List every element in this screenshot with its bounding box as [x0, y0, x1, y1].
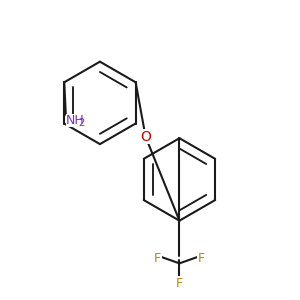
Text: O: O [140, 130, 151, 144]
Text: F: F [154, 252, 161, 266]
Text: NH: NH [66, 114, 85, 127]
Text: F: F [198, 252, 205, 266]
Text: F: F [176, 277, 183, 290]
Text: 2: 2 [78, 118, 85, 128]
